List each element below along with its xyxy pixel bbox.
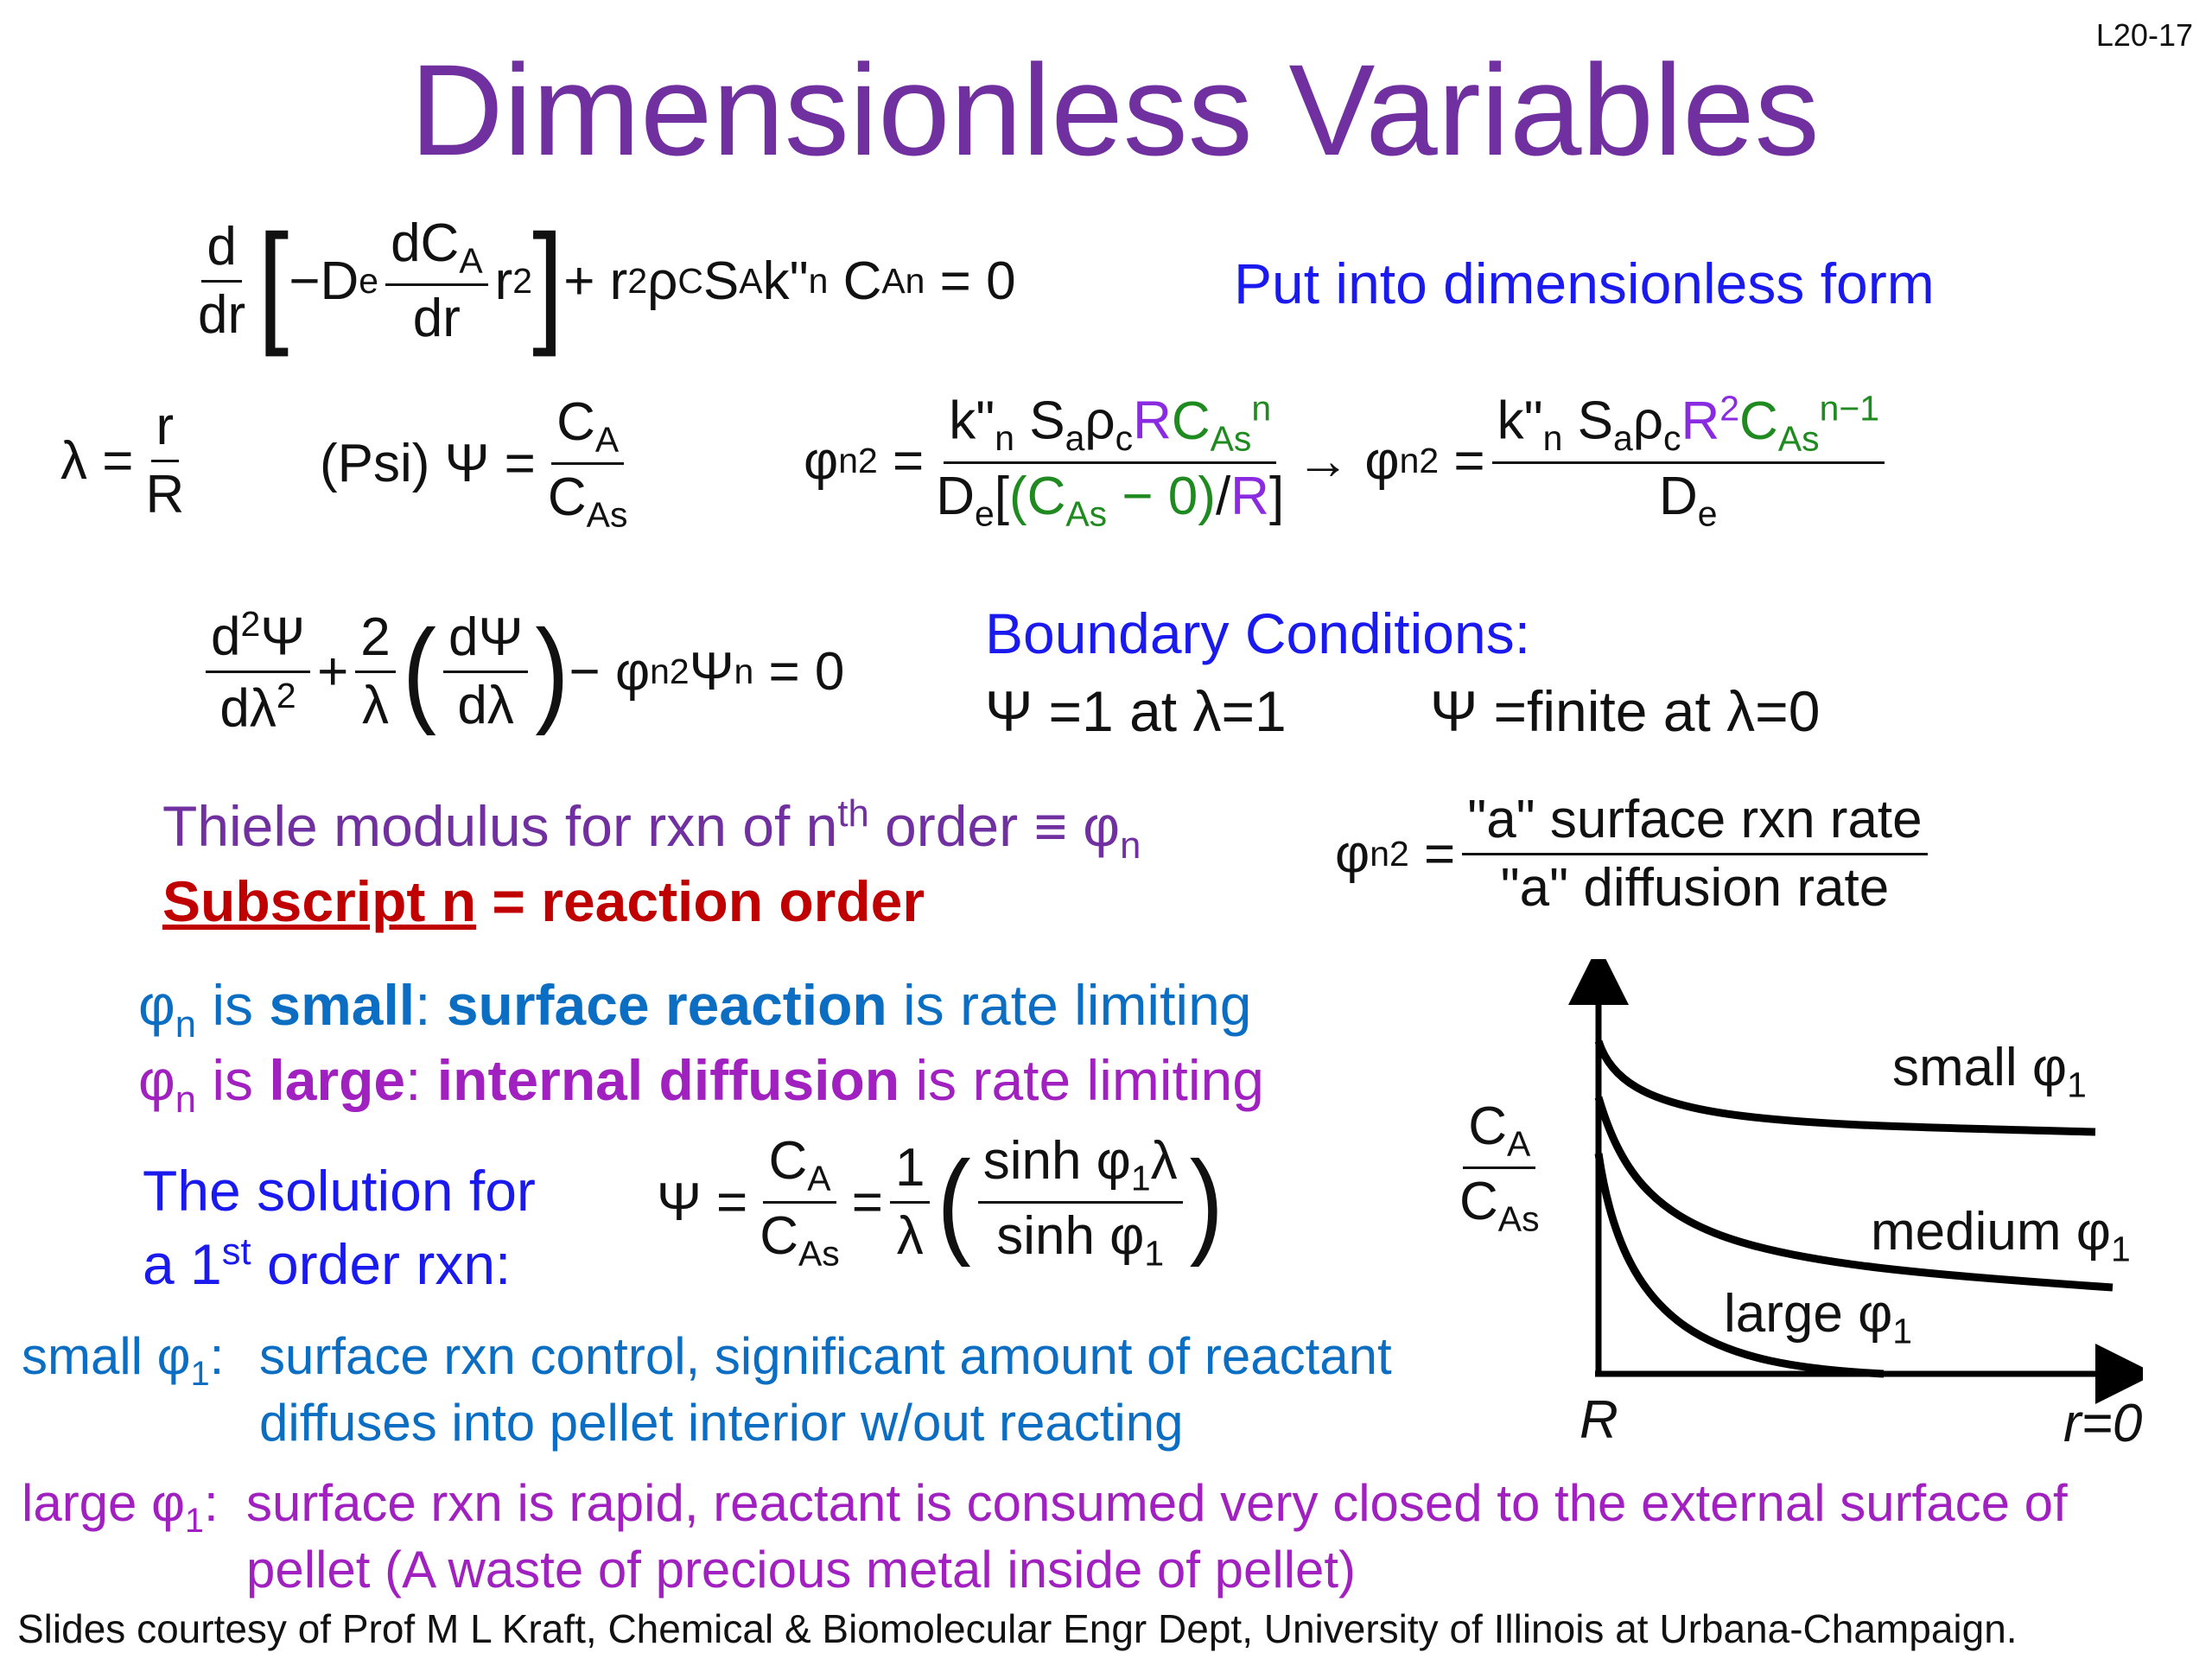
curve-label-large: large φ1 [1724,1284,1913,1351]
psi-definition: (Psi) Ψ = CA CAs [320,392,628,535]
small-phi-note-line1: surface rxn control, significant amount … [259,1327,1392,1385]
boundary-conditions-heading: Boundary Conditions: [985,601,1531,665]
subscript-note: Subscript n = reaction order [162,869,925,933]
x-axis-label-right: r=0 [2063,1394,2143,1453]
thiele-modulus-line: Thiele modulus for rxn of nth order ≡ φn [162,793,1141,868]
large-phi-note-line2: pellet (A waste of precious metal inside… [246,1541,1356,1599]
footer-credit: Slides courtesy of Prof M L Kraft, Chemi… [17,1606,2018,1651]
small-phi-note-line2: diffuses into pellet interior w/out reac… [259,1394,1184,1452]
small-phi-curve [1594,1039,2096,1136]
large-phi-note-label: large φ1: [22,1474,219,1540]
small-phi-note-label: small φ1: [22,1327,225,1393]
page-title: Dimensionless Variables [410,37,1820,182]
d-dr-fraction: d dr [198,217,246,346]
curve-label-small: small φ1 [1892,1038,2087,1105]
small-phi-regime: φn is small: surface reaction is rate li… [138,973,1252,1046]
slide-number: L20-17 [2095,17,2193,53]
concentration-profile-plot [1568,959,2143,1404]
solution-label-line2: a 1st order rxn: [143,1231,512,1296]
large-phi-note-line1: surface rxn is rapid, reactant is consum… [246,1474,2068,1532]
boundary-condition-2: Ψ =finite at λ=0 [1430,679,1821,743]
large-phi-regime: φn is large: internal diffusion is rate … [138,1048,1264,1122]
boundary-condition-1: Ψ =1 at λ=1 [985,679,1287,743]
x-axis-label-left: R [1580,1390,1618,1450]
dimensionless-form-note: Put into dimensionless form [1234,251,1935,315]
medium-phi-curve [1594,1096,2113,1292]
dca-dr-fraction: dCA dr [385,213,488,349]
solution-label-line1: The solution for [143,1159,536,1223]
plot-y-label: CA CAs [1459,1096,1540,1239]
curve-label-medium: medium φ1 [1871,1202,2131,1269]
large-phi-curve [1594,1153,1885,1378]
